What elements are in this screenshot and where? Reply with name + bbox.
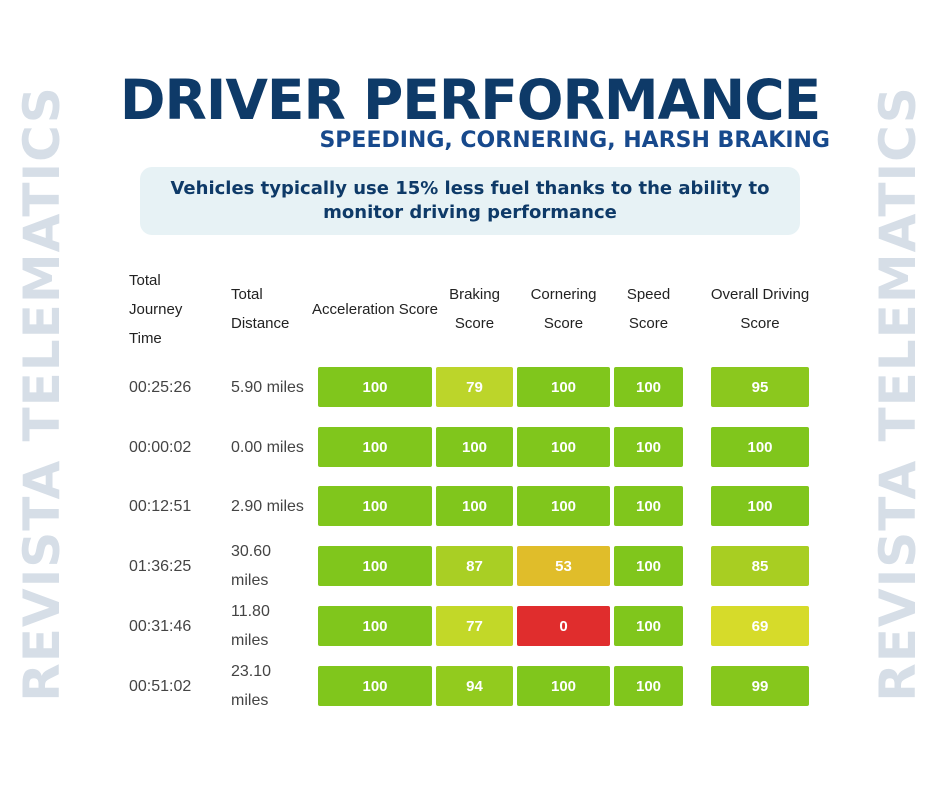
journey-time: 00:51:02 (129, 677, 192, 695)
score-cell: 100 (318, 666, 432, 706)
score-cell: 100 (711, 427, 809, 467)
score-cell: 53 (517, 546, 610, 586)
score-cell: 77 (436, 606, 513, 646)
column-header: Cornering Score (530, 286, 597, 332)
distance: 30.60 miles (231, 543, 272, 589)
score-cell: 0 (517, 606, 610, 646)
distance: 2.90 miles (231, 497, 304, 515)
score-cell: 100 (614, 367, 683, 407)
journey-time: 00:12:51 (129, 497, 192, 515)
side-text: REVISTA TELEMATICS (869, 86, 927, 702)
callout-text: Vehicles typically use 15% less fuel tha… (170, 178, 770, 223)
title: DRIVER PERFORMANCE (119, 68, 821, 132)
score-cell: 95 (711, 367, 809, 407)
journey-time: 00:31:46 (129, 617, 192, 635)
side-text: REVISTA TELEMATICS (13, 86, 71, 702)
score-cell: 100 (318, 486, 432, 526)
journey-time: 01:36:25 (129, 557, 192, 575)
column-header: Total Journey Time (129, 271, 183, 347)
score-cell: 100 (318, 367, 432, 407)
distance: 5.90 miles (231, 378, 304, 396)
score-cell: 99 (711, 666, 809, 706)
score-cell: 100 (517, 486, 610, 526)
score-cell: 100 (517, 666, 610, 706)
score-cell: 100 (614, 546, 683, 586)
distance: 11.80 miles (231, 603, 270, 649)
score-cell: 100 (517, 427, 610, 467)
score-cell: 100 (614, 666, 683, 706)
score-cell: 100 (318, 606, 432, 646)
subtitle: SPEEDING, CORNERING, HARSH BRAKING (319, 128, 830, 153)
score-cell: 85 (711, 546, 809, 586)
score-cell: 69 (711, 606, 809, 646)
score-cell: 100 (318, 546, 432, 586)
distance: 0.00 miles (231, 438, 304, 456)
column-header: Acceleration Score (312, 300, 438, 318)
score-cell: 100 (614, 486, 683, 526)
column-header: Total Distance (231, 286, 290, 332)
column-header: Braking Score (449, 286, 500, 332)
distance: 23.10 miles (231, 663, 272, 709)
column-header: Overall Driving Score (710, 286, 810, 332)
score-cell: 79 (436, 367, 513, 407)
score-cell: 100 (436, 427, 513, 467)
score-cell: 100 (318, 427, 432, 467)
journey-time: 00:25:26 (129, 378, 192, 396)
score-cell: 100 (517, 367, 610, 407)
score-cell: 100 (614, 606, 683, 646)
score-cell: 87 (436, 546, 513, 586)
callout-box: Vehicles typically use 15% less fuel tha… (140, 167, 800, 235)
score-cell: 100 (614, 427, 683, 467)
score-cell: 100 (711, 486, 809, 526)
journey-time: 00:00:02 (129, 438, 192, 456)
score-cell: 94 (436, 666, 513, 706)
score-cell: 100 (436, 486, 513, 526)
column-header: Speed Score (626, 286, 671, 332)
